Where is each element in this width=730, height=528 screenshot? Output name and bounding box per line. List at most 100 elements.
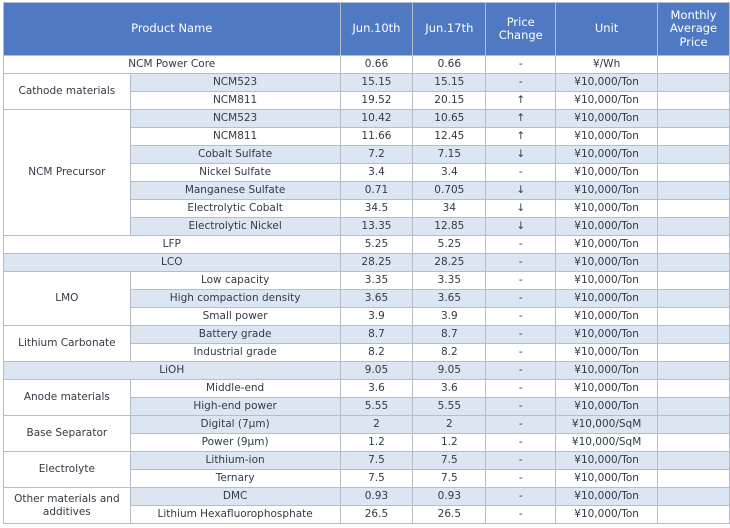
unit-cell: ¥10,000/Ton xyxy=(555,145,659,164)
table-row: Base Separator Digital (7μm) 2 2- ¥10,000/Sq… xyxy=(3,415,730,452)
table-row: Lithium Carbonate Battery grade 8.7 8.7- ¥10… xyxy=(3,325,730,362)
jun17-cell: 7.5 xyxy=(412,469,487,488)
unit-cell: ¥10,000/Ton xyxy=(555,451,659,470)
table-body: NCM Power Core 0.66 0.66- ¥/Wh Cathode mater… xyxy=(3,55,730,524)
price-change-cell: ↓ xyxy=(485,145,557,164)
jun10-cell: 19.52 xyxy=(339,91,414,110)
monthly-average-cell xyxy=(657,73,730,92)
table-row: Small power 3.9 3.9- ¥10,000/Ton xyxy=(4,307,730,326)
price-change-cell: - xyxy=(485,235,557,254)
monthly-average-cell xyxy=(657,217,730,236)
table-row: Anode materials Middle-end 3.6 3.6- ¥10,000/… xyxy=(3,379,730,416)
header-monthly-average: Monthly Average Price xyxy=(657,2,730,56)
table-row: NCM Power Core 0.66 0.66- ¥/Wh xyxy=(3,55,730,74)
jun17-cell: 3.35 xyxy=(412,271,487,290)
price-change-cell: - xyxy=(485,73,557,92)
category-cell: Base Separator xyxy=(3,415,131,452)
product-name-cell: NCM811 xyxy=(129,127,341,146)
monthly-average-cell xyxy=(657,451,730,470)
jun10-cell: 28.25 xyxy=(339,253,414,272)
monthly-average-cell xyxy=(657,487,730,506)
unit-cell: ¥10,000/SqM xyxy=(555,415,659,434)
jun10-cell: 5.25 xyxy=(339,235,414,254)
unit-cell: ¥10,000/Ton xyxy=(555,325,659,344)
unit-cell: ¥10,000/Ton xyxy=(555,253,659,272)
product-name-cell: LiOH xyxy=(3,361,341,380)
jun17-cell: 28.25 xyxy=(412,253,487,272)
monthly-average-cell xyxy=(657,55,730,74)
jun17-cell: 12.45 xyxy=(412,127,487,146)
jun10-cell: 8.2 xyxy=(339,343,414,362)
jun17-cell: 0.66 xyxy=(412,55,487,74)
header-unit: Unit xyxy=(555,2,659,56)
price-table: Product Name Jun.10th Jun.17th Price Cha… xyxy=(3,2,730,524)
unit-cell: ¥10,000/Ton xyxy=(555,127,659,146)
unit-cell: ¥10,000/Ton xyxy=(555,469,659,488)
monthly-average-cell xyxy=(657,91,730,110)
price-change-cell: ↑ xyxy=(485,109,557,128)
table-row: LiOH 9.05 9.05- ¥10,000/Ton xyxy=(3,361,730,380)
price-change-cell: ↓ xyxy=(485,181,557,200)
price-change-cell: - xyxy=(485,361,557,380)
unit-cell: ¥10,000/Ton xyxy=(555,397,659,416)
jun17-cell: 12.85 xyxy=(412,217,487,236)
jun10-cell: 0.66 xyxy=(339,55,414,74)
product-name-cell: Digital (7μm) xyxy=(129,415,341,434)
jun17-cell: 1.2 xyxy=(412,433,487,452)
price-change-cell: - xyxy=(485,397,557,416)
jun10-cell: 3.35 xyxy=(339,271,414,290)
jun17-cell: 3.4 xyxy=(412,163,487,182)
price-change-cell: - xyxy=(485,55,557,74)
table-row: Electrolytic Cobalt 34.5 34 ↓ ¥10,000/Ton xyxy=(4,199,730,218)
product-name-cell: Cobalt Sulfate xyxy=(129,145,341,164)
unit-cell: ¥10,000/Ton xyxy=(555,379,659,398)
jun17-cell: 0.93 xyxy=(412,487,487,506)
category-cell: NCM Precursor xyxy=(3,109,131,236)
jun10-cell: 13.35 xyxy=(339,217,414,236)
jun10-cell: 3.6 xyxy=(339,379,414,398)
product-name-cell: Nickel Sulfate xyxy=(129,163,341,182)
jun10-cell: 7.5 xyxy=(339,451,414,470)
category-cell: Lithium Carbonate xyxy=(3,325,131,362)
header-jun17: Jun.17th xyxy=(412,2,487,56)
jun17-cell: 2 xyxy=(412,415,487,434)
jun10-cell: 7.2 xyxy=(339,145,414,164)
monthly-average-cell xyxy=(657,361,730,380)
unit-cell: ¥10,000/Ton xyxy=(555,91,659,110)
unit-cell: ¥10,000/Ton xyxy=(555,505,659,524)
product-name-cell: Power (9μm) xyxy=(129,433,341,452)
table-row: High compaction density 3.65 3.65- ¥10,000/… xyxy=(4,289,730,308)
jun17-cell: 10.65 xyxy=(412,109,487,128)
jun17-cell: 3.6 xyxy=(412,379,487,398)
jun10-cell: 7.5 xyxy=(339,469,414,488)
unit-cell: ¥10,000/Ton xyxy=(555,289,659,308)
jun17-cell: 3.65 xyxy=(412,289,487,308)
price-change-cell: - xyxy=(485,505,557,524)
product-name-cell: NCM Power Core xyxy=(3,55,341,74)
monthly-average-cell xyxy=(657,199,730,218)
price-change-cell: - xyxy=(485,307,557,326)
jun17-cell: 5.55 xyxy=(412,397,487,416)
product-name-cell: Lithium Hexafluorophosphate xyxy=(129,505,341,524)
product-name-cell: LCO xyxy=(3,253,341,272)
table-row: Cathode materials NCM523 15.15 15.15- ¥10,00… xyxy=(3,73,730,110)
unit-cell: ¥10,000/Ton xyxy=(555,109,659,128)
unit-cell: ¥10,000/Ton xyxy=(555,199,659,218)
jun10-cell: 10.42 xyxy=(339,109,414,128)
price-change-cell: - xyxy=(485,253,557,272)
unit-cell: ¥10,000/Ton xyxy=(555,235,659,254)
product-name-cell: Small power xyxy=(129,307,341,326)
monthly-average-cell xyxy=(657,127,730,146)
unit-cell: ¥/Wh xyxy=(555,55,659,74)
header-row: Product Name Jun.10th Jun.17th Price Cha… xyxy=(3,2,730,56)
category-cell: Anode materials xyxy=(3,379,131,416)
jun17-cell: 26.5 xyxy=(412,505,487,524)
monthly-average-cell xyxy=(657,271,730,290)
table-row: High-end power 5.55 5.55- ¥10,000/Ton xyxy=(4,397,730,416)
table-row: Cobalt Sulfate 7.2 7.15 ↓ ¥10,000/Ton xyxy=(4,145,730,164)
table-row: LFP 5.25 5.25- ¥10,000/Ton xyxy=(3,235,730,254)
product-name-cell: LFP xyxy=(3,235,341,254)
monthly-average-cell xyxy=(657,415,730,434)
table-row: Electrolytic Nickel 13.35 12.85 ↓ ¥10,000/To… xyxy=(4,217,730,236)
price-change-cell: ↑ xyxy=(485,91,557,110)
